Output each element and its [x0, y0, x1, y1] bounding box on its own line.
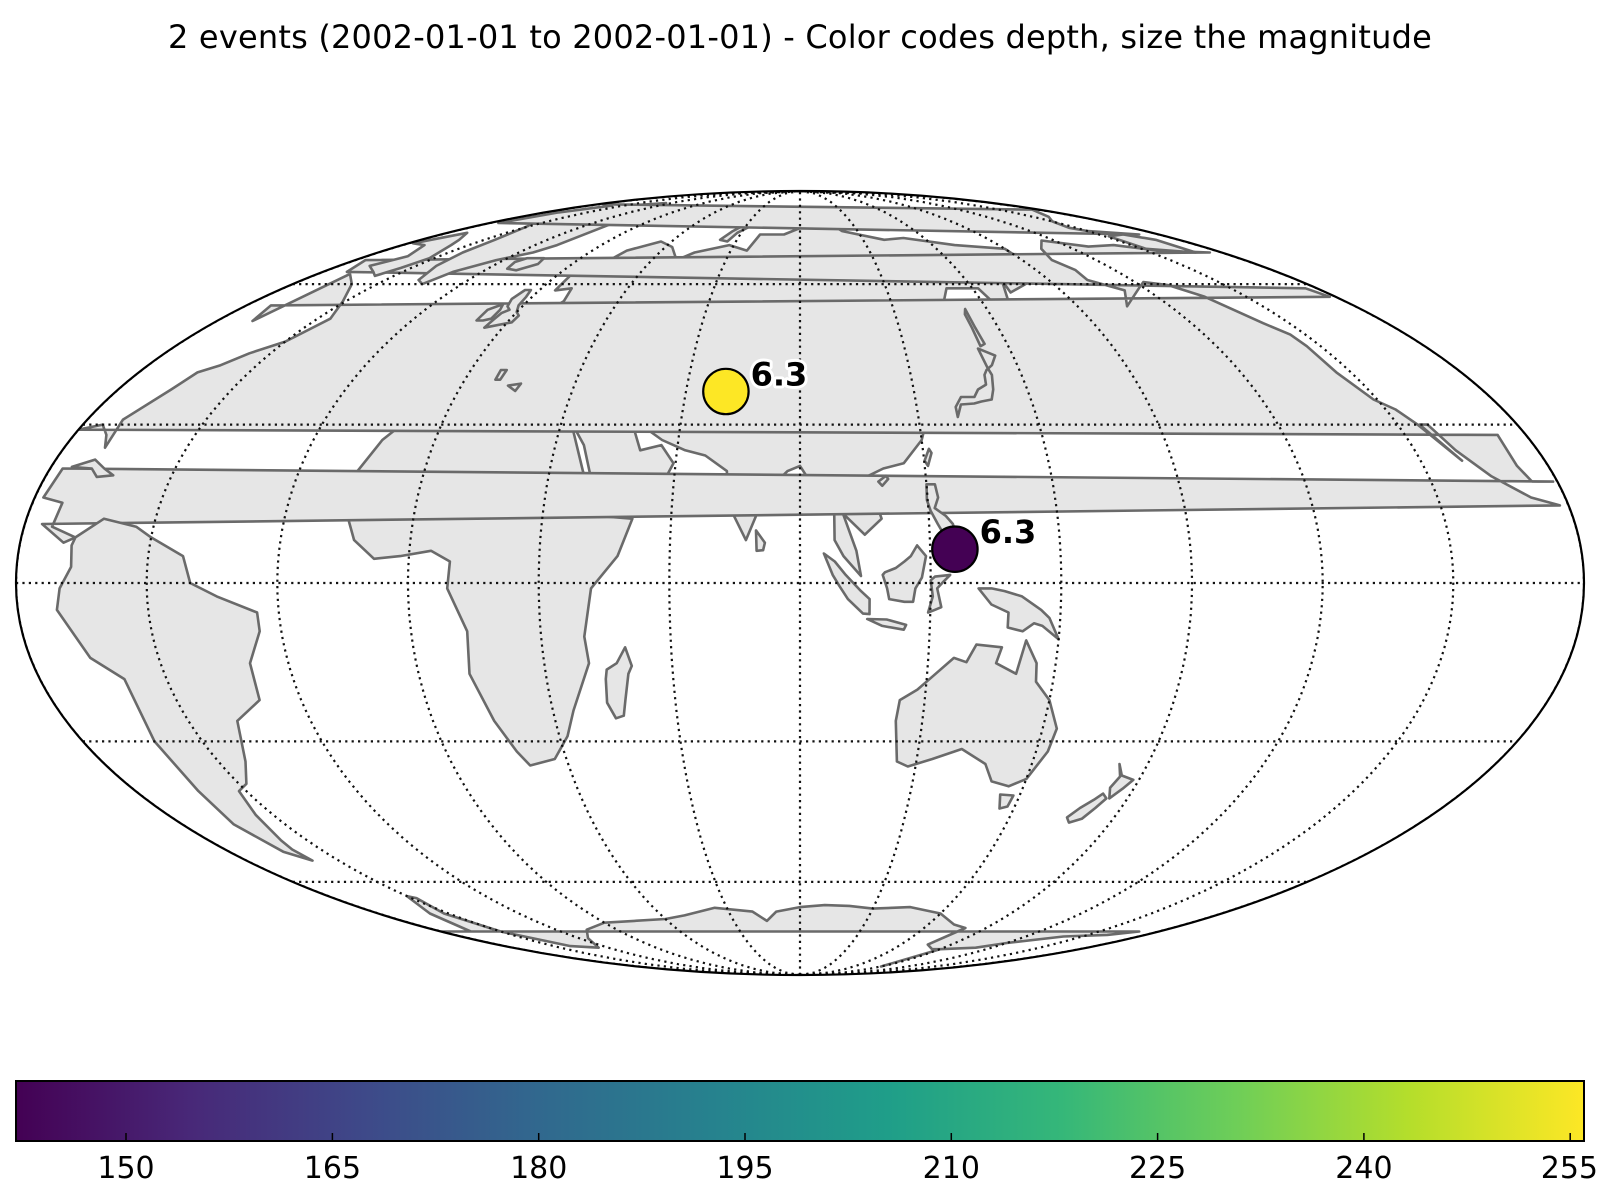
page-title: 2 events (2002-01-01 to 2002-01-01) - Co…	[168, 18, 1432, 56]
meridian-line	[668, 191, 801, 975]
meridian-line	[276, 191, 801, 975]
colorbar-gradient	[15, 1080, 1585, 1142]
colorbar-tick-label: 150	[97, 1151, 154, 1186]
meridian-line	[799, 191, 1063, 975]
land-sri-lanka	[754, 529, 767, 553]
meridian-line	[799, 191, 1455, 975]
land-cuba	[70, 458, 115, 479]
event-magnitude-label: 6.3	[980, 513, 1037, 551]
colorbar-tick-label: 180	[510, 1151, 567, 1186]
earthquake-events: 6.3 6.3	[702, 353, 1039, 574]
colorbar-tick-label: 165	[304, 1151, 361, 1186]
land-sakhalin	[963, 307, 986, 348]
colorbar-tick-label: 240	[1335, 1151, 1392, 1186]
world-map: 6.3 6.3	[14, 189, 1586, 977]
land-iceland	[505, 256, 546, 272]
meridian-line	[537, 191, 801, 975]
meridian-line	[799, 191, 1324, 975]
land-new-zealand-north	[1108, 762, 1135, 800]
colorbar-tick-label: 210	[923, 1151, 980, 1186]
event-marker[interactable]	[702, 367, 750, 416]
event-magnitude-label: 6.3	[751, 356, 808, 394]
event-marker[interactable]	[931, 525, 979, 574]
land-madagascar	[604, 646, 634, 720]
land-java	[865, 617, 908, 631]
map-boundary	[14, 189, 1586, 977]
land-sicily	[506, 382, 523, 393]
land-borneo	[881, 544, 928, 604]
land-new-guinea	[977, 587, 1060, 641]
land-japan	[954, 347, 997, 419]
land-sulawesi	[926, 573, 952, 614]
land-great-britain	[483, 288, 533, 329]
colorbar-tick-label: 195	[716, 1151, 773, 1186]
colorbar-tick-label: 225	[1129, 1151, 1186, 1186]
land-victoria-island	[1107, 233, 1198, 254]
meridian-line	[406, 191, 801, 975]
land-australia	[894, 639, 1059, 788]
land-antarctica	[405, 894, 1141, 968]
land-baffin-island	[368, 231, 469, 278]
land-taiwan	[923, 447, 933, 468]
depth-colorbar: 150 165 180 195 210 225 240 255	[15, 1080, 1598, 1186]
meridian-line	[145, 191, 801, 975]
land-new-zealand-south	[1065, 792, 1108, 824]
land-south-america	[55, 517, 314, 862]
land-sardinia	[494, 368, 508, 381]
land-hainan	[877, 474, 890, 488]
land-ireland	[475, 302, 505, 322]
colorbar-tick-label: 255	[1541, 1151, 1598, 1186]
meridian-line	[799, 191, 1194, 975]
colorbar-ticks: 150 165 180 195 210 225 240 255	[97, 1133, 1598, 1186]
meridian-line	[799, 191, 932, 975]
land-tasmania	[998, 793, 1015, 810]
